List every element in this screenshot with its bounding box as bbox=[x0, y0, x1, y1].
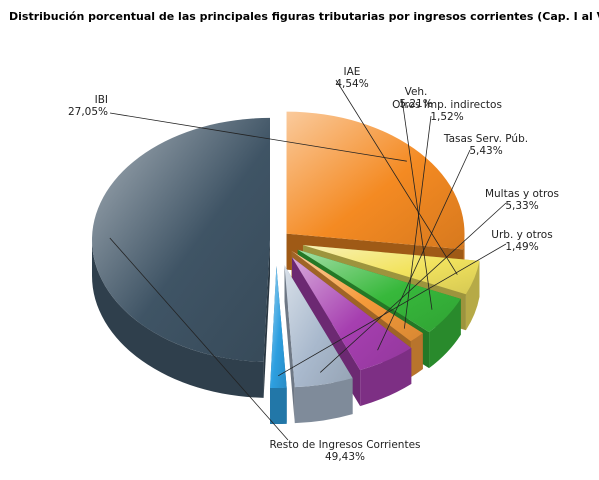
slice-value: 5,43% bbox=[469, 145, 502, 157]
pie-slice bbox=[270, 266, 287, 389]
pie-slice-side bbox=[360, 347, 412, 407]
slice-label: Otros Imp. indirectos bbox=[392, 99, 502, 111]
slice-value: 5,21% bbox=[399, 98, 432, 110]
pie-slice-side bbox=[294, 378, 353, 424]
slice-label: Multas y otros bbox=[485, 188, 559, 200]
slice-label: Resto de Ingresos Corrientes bbox=[269, 439, 420, 451]
slice-value: 4,54% bbox=[335, 78, 368, 90]
pie-slice bbox=[291, 250, 423, 342]
leader-line bbox=[319, 202, 507, 373]
leader-line bbox=[403, 115, 432, 329]
slice-value: 1,49% bbox=[505, 241, 538, 253]
slice-value: 49,43% bbox=[325, 451, 365, 463]
leader-line bbox=[277, 243, 507, 377]
slice-label: IBI bbox=[95, 94, 108, 106]
slice-value: 27,05% bbox=[68, 106, 108, 118]
slice-label: Tasas Serv. Púb. bbox=[443, 133, 528, 145]
pie-slice-side bbox=[270, 387, 287, 425]
slice-label: IAE bbox=[344, 66, 361, 78]
pie-slice bbox=[297, 249, 461, 333]
pie-slice-wall bbox=[284, 265, 295, 424]
slice-label: Veh. bbox=[405, 86, 428, 98]
leader-line bbox=[377, 149, 471, 351]
pie-slice bbox=[286, 111, 465, 250]
pie-slice-side bbox=[92, 239, 264, 398]
pie-slice-side bbox=[410, 333, 423, 378]
pie-slice bbox=[302, 245, 480, 295]
leader-line bbox=[109, 112, 407, 162]
leader-line bbox=[335, 79, 458, 275]
chart-title: Distribución porcentual de las principal… bbox=[9, 10, 599, 23]
pie-slice bbox=[92, 117, 271, 362]
slice-label: Urb. y otros bbox=[491, 229, 552, 241]
pie-slice-wall bbox=[263, 239, 271, 398]
pie-slice bbox=[284, 265, 353, 388]
pie-slice-side bbox=[429, 298, 461, 369]
slice-value: 1,52% bbox=[430, 111, 463, 123]
leader-line bbox=[109, 237, 289, 441]
slice-value: 5,33% bbox=[505, 200, 538, 212]
pie-slice-side bbox=[465, 260, 480, 331]
